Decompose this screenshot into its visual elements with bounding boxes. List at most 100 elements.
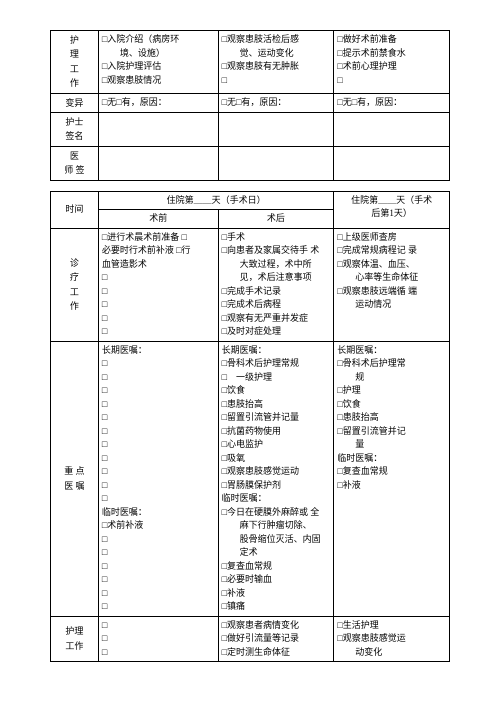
line: □ [337,74,446,88]
line: □镇痛 [222,600,331,614]
line: 运动情况 [337,298,446,312]
line: □患肢抬高 [222,398,331,412]
line: □完成手术记录 [222,285,331,299]
line: □ [102,560,215,574]
cell: □无□有，原因： [98,93,218,112]
cell: □进行术晨术前准备 □必要时行术前补液 □行血管造影术□□□□□ [98,228,218,341]
table-row: 诊疗工作□进行术晨术前准备 □必要时行术前补液 □行血管造影术□□□□□□手术□… [51,228,450,341]
table-row: 变异□无□有，原因：□无□有，原因：□无□有，原因： [51,93,450,112]
table-row: 护理工作□□□□观察患者病情变化□做好引流量等记录□定时测生命体征□生活护理□观… [51,616,450,662]
line: □及时对症处理 [222,325,331,339]
header-right: 住院第＿＿天（手术后第1天） [334,191,450,228]
cell: □观察患者病情变化□做好引流量等记录□定时测生命体征 [218,616,334,662]
row-label: 诊疗工作 [51,228,99,341]
line: 长期医嘱： [337,344,446,358]
line: □做好术前准备 [337,33,446,47]
line: □无□有，原因： [102,96,215,110]
cell: 长期医嘱：□骨科术后护理常 规□护理□饮食□患肢抬高□留置引流管并记 量临时医嘱… [334,341,450,616]
cell: □观察患肢活检后感 觉、运动变化□观察患肢有无肿胀□ [218,31,334,94]
cell [218,146,334,180]
header-preop: 术前 [98,210,218,229]
line: □ [102,619,215,633]
row-label: 重 点医 嘱 [51,341,99,616]
line: □心电监护 [222,438,331,452]
line: 必要时行术前补液 □行 [102,244,215,258]
cell: 长期医嘱：□骨科术后护理常规□ 一级护理□饮食□患肢抬高□留置引流管并记量□抗菌… [218,341,334,616]
line: □ [102,533,215,547]
line: □ [102,325,215,339]
line: □必要时输血 [222,573,331,587]
line: □进行术晨术前准备 □ [102,231,215,245]
line: 长期医嘱： [102,344,215,358]
line: □骨科术后护理常 [337,357,446,371]
line: □ [102,632,215,646]
line: □ [102,600,215,614]
line: □ [102,285,215,299]
line: □做好引流量等记录 [222,632,331,646]
cell: 长期医嘱：□□□□□□□□□□□临时医嘱：□术前补液□□□□□□ [98,341,218,616]
line: 量 [337,438,446,452]
line: □ [102,492,215,506]
line: □胃肠膜保护剂 [222,479,331,493]
line: □入院介绍（病房环 [102,33,215,47]
cell: □生活护理□观察患肢感觉运 动变化 [334,616,450,662]
line: 临时医嘱： [222,492,331,506]
line: □生活护理 [337,619,446,633]
line: 大致过程，术中所 [222,258,331,272]
cell [334,112,450,146]
line: □今日在硬膜外麻醉或 全 [222,506,331,520]
line: 见，术后注意事项 [222,271,331,285]
line: □向患者及家属交待手 术 [222,244,331,258]
line: □ [102,398,215,412]
line: □ [102,312,215,326]
line: □ [102,479,215,493]
line: □观察患肢远端循 端 [337,285,446,299]
line: 麻下行肿瘤切除、 [222,519,331,533]
row-label: 时间 [51,191,99,228]
cell: □无□有，原因： [218,93,334,112]
line: □无□有，原因： [337,96,446,110]
line: 临时医嘱： [102,506,215,520]
line: □复查血常规 [222,560,331,574]
line: □定时测生命体征 [222,646,331,660]
line: □ [102,371,215,385]
line: □观察患肢感觉运 [337,632,446,646]
line: □ [102,411,215,425]
table-row: 时间住院第＿＿天（手术日）住院第＿＿天（手术后第1天） [51,191,450,210]
line: □留置引流管并记量 [222,411,331,425]
line: □术前心理护理 [337,60,446,74]
line: □患肢抬高 [337,411,446,425]
line: □无□有，原因： [222,96,331,110]
line: □观察患者病情变化 [222,619,331,633]
line: □上级医师查房 [337,231,446,245]
line: □ [102,298,215,312]
line: □ [102,587,215,601]
row-label: 医师 签 [51,146,99,180]
line: □ [102,384,215,398]
line: □ [102,465,215,479]
line: 血管造影术 [102,258,215,272]
line: □饮食 [337,398,446,412]
line: □ [102,646,215,660]
line: □观察患肢有无肿胀 [222,60,331,74]
line: □ [102,438,215,452]
line: 动变化 [337,646,446,660]
line: □ [102,271,215,285]
line: □ [102,573,215,587]
line: □观察患肢感觉运动 [222,465,331,479]
line: 定术 [222,546,331,560]
header-mid: 住院第＿＿天（手术日） [98,191,333,210]
line: □留置引流管并记 [337,425,446,439]
header-postop: 术后 [218,210,334,229]
cell [98,112,218,146]
line: □抗菌药物使用 [222,425,331,439]
line: 长期医嘱： [222,344,331,358]
row-label: 护理工作 [51,31,99,94]
line: □护理 [337,384,446,398]
line: □ [102,452,215,466]
row-label: 变异 [51,93,99,112]
cell: □□□ [98,616,218,662]
line: □复查血常规 [337,465,446,479]
line: □ [102,425,215,439]
cell [98,146,218,180]
